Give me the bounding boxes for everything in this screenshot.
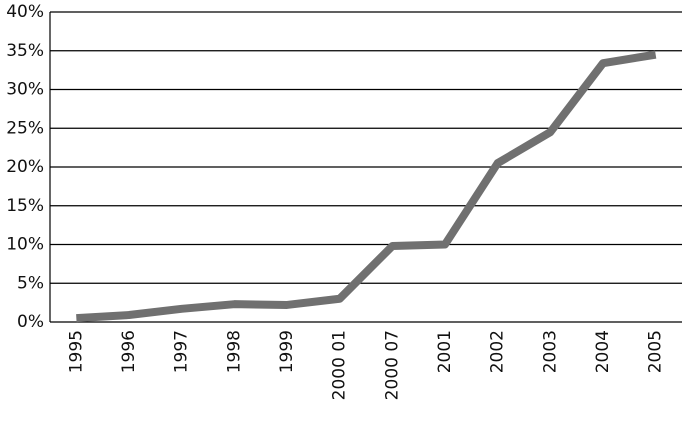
data-line [76, 50, 657, 323]
x-tick-label: 2002 [488, 330, 508, 373]
x-tick-label: 2001 [435, 330, 455, 373]
x-tick-label: 1996 [119, 330, 139, 373]
x-tick-label: 1997 [172, 330, 192, 373]
x-tick-label: 2003 [540, 330, 560, 373]
y-tick-label: 5% [17, 273, 44, 293]
y-tick-label: 15% [6, 196, 44, 216]
x-tick-label: 2004 [593, 330, 613, 373]
x-tick-label: 1995 [66, 330, 86, 373]
y-tick-label: 20% [6, 157, 44, 177]
y-tick-label: 35% [6, 41, 44, 61]
x-tick-label: 2000 07 [382, 330, 402, 400]
y-tick-label: 30% [6, 80, 44, 100]
x-tick-label: 2000 01 [330, 330, 350, 400]
x-tick-label: 1998 [224, 330, 244, 373]
y-tick-label: 40% [6, 2, 44, 22]
y-tick-label: 10% [6, 235, 44, 255]
y-tick-label: 25% [6, 118, 44, 138]
x-tick-label: 1999 [277, 330, 297, 373]
x-tick-label: 2005 [646, 330, 666, 373]
y-tick-label: 0% [17, 312, 44, 332]
